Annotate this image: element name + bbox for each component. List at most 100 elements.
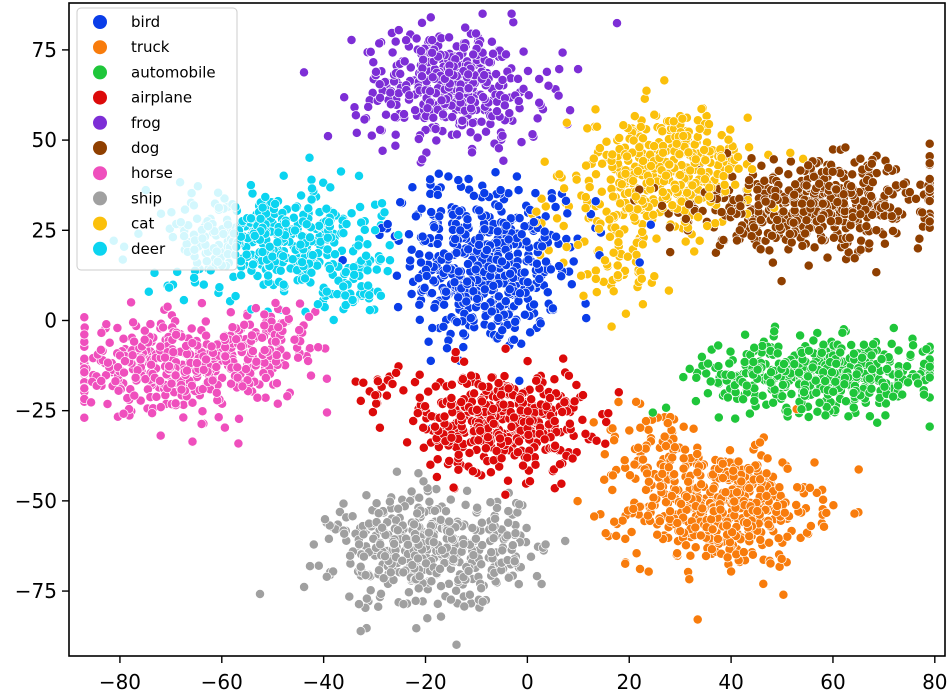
point-frog [460, 22, 471, 33]
point-truck [729, 496, 740, 507]
point-frog [565, 105, 576, 116]
point-truck [678, 453, 689, 464]
point-ship [393, 503, 404, 514]
point-bird [634, 257, 645, 268]
point-cat [663, 285, 674, 296]
point-truck [782, 463, 793, 474]
point-airplane [444, 456, 455, 466]
point-cat [693, 212, 704, 223]
point-bird [406, 244, 417, 255]
point-frog [375, 92, 386, 103]
point-truck [849, 508, 860, 519]
point-deer [273, 227, 284, 238]
point-dog [856, 235, 867, 246]
point-truck [675, 526, 686, 537]
point-dog [914, 233, 925, 244]
point-deer [245, 180, 256, 191]
point-automobile [812, 406, 823, 417]
point-bird [581, 313, 592, 324]
point-bird [463, 244, 474, 255]
point-bird [551, 231, 562, 242]
point-frog [513, 96, 524, 106]
point-airplane [603, 408, 614, 419]
point-cat [592, 121, 602, 132]
point-horse [158, 322, 169, 333]
point-airplane [488, 418, 499, 429]
point-truck [828, 500, 839, 511]
point-horse [96, 376, 107, 386]
point-frog [430, 124, 441, 134]
point-truck [696, 479, 707, 490]
point-horse [112, 323, 123, 333]
point-deer [164, 282, 175, 293]
point-bird [433, 168, 444, 179]
point-deer [375, 254, 386, 265]
legend-marker-cat [93, 216, 107, 231]
point-frog [447, 112, 458, 122]
point-dog [816, 213, 827, 224]
point-frog [436, 95, 447, 106]
point-truck [643, 476, 654, 487]
point-ship [299, 582, 310, 592]
point-dog [767, 230, 777, 241]
point-dog [924, 174, 935, 184]
point-deer [306, 174, 317, 185]
point-truck [635, 564, 645, 574]
point-frog [422, 103, 433, 114]
point-frog [428, 112, 439, 123]
point-truck [809, 457, 820, 468]
point-bird [550, 202, 561, 212]
point-horse [201, 354, 212, 365]
point-automobile [827, 367, 837, 378]
point-bird [519, 309, 530, 320]
point-bird [472, 293, 483, 304]
point-dog [776, 276, 787, 287]
point-ship [477, 596, 488, 607]
point-automobile [848, 388, 859, 398]
point-cat [685, 165, 696, 176]
point-deer [260, 192, 271, 202]
point-deer [307, 250, 318, 261]
point-airplane [564, 418, 575, 429]
point-dog [755, 244, 766, 255]
point-airplane [370, 390, 381, 401]
point-deer [290, 202, 301, 213]
point-automobile [684, 363, 695, 374]
point-horse [147, 408, 158, 419]
point-airplane [524, 416, 535, 427]
point-dog [864, 238, 875, 249]
point-deer [371, 264, 382, 275]
point-dog [755, 215, 766, 225]
point-frog [498, 155, 509, 166]
point-truck [721, 520, 732, 531]
point-frog [351, 127, 362, 138]
point-truck [680, 444, 691, 455]
point-horse [237, 381, 248, 392]
point-cat [649, 141, 660, 152]
point-bird [452, 317, 462, 328]
point-ship [435, 563, 445, 574]
point-frog [523, 66, 533, 76]
point-ship [354, 539, 365, 550]
point-frog [399, 56, 410, 67]
point-bird [497, 325, 508, 336]
point-ship [414, 571, 425, 582]
point-airplane [558, 353, 569, 364]
point-cat [605, 174, 616, 185]
point-automobile [857, 352, 868, 363]
point-truck [652, 529, 663, 540]
point-ship [526, 551, 536, 562]
point-automobile [703, 358, 714, 369]
point-frog [472, 132, 483, 143]
point-automobile [803, 412, 814, 422]
point-frog [399, 109, 409, 120]
point-cat [696, 104, 707, 114]
point-truck [752, 506, 763, 517]
point-cat [613, 237, 624, 248]
point-airplane [418, 422, 429, 433]
point-deer [272, 237, 283, 248]
point-airplane [496, 453, 507, 464]
point-dog [822, 252, 833, 263]
point-airplane [374, 422, 385, 433]
point-airplane [531, 375, 542, 386]
